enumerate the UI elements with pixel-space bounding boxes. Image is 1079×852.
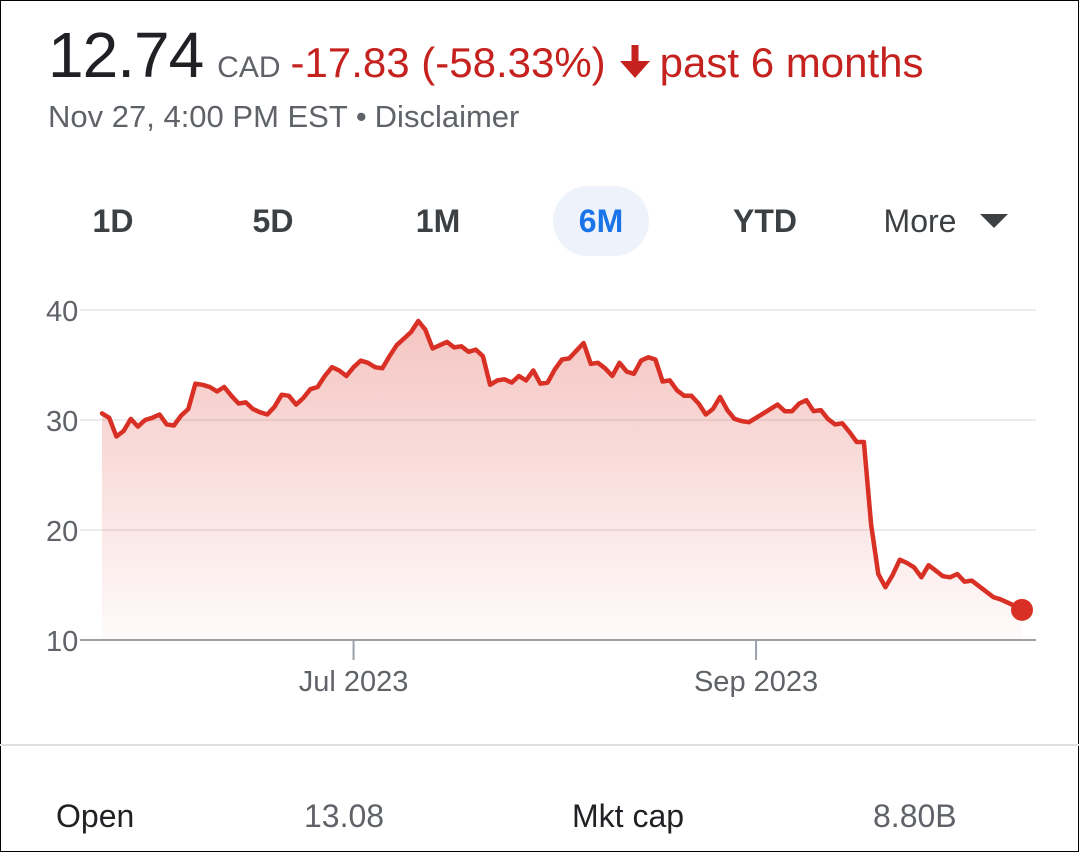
last-price-marker: [1011, 598, 1033, 621]
tab-1m[interactable]: 1M: [390, 186, 486, 256]
x-tick-label: Sep 2023: [694, 666, 818, 698]
section-divider: [0, 744, 1079, 746]
y-axis-labels: 40 30 20 10: [46, 296, 78, 658]
tab-ytd[interactable]: YTD: [712, 186, 818, 256]
currency-code: CAD: [217, 51, 281, 84]
current-price: 12.74: [48, 19, 204, 91]
price-change: -17.83 (-58.33%): [290, 39, 606, 86]
range-tabs: 1D 5D 1M 6M YTD More: [0, 186, 1079, 258]
y-tick-label: 40: [46, 296, 78, 328]
tab-label: 1D: [92, 203, 134, 239]
tab-label: 1M: [415, 203, 461, 239]
disclaimer-link[interactable]: Disclaimer: [374, 99, 520, 134]
tab-1d[interactable]: 1D: [68, 186, 158, 256]
y-tick-label: 20: [46, 516, 78, 548]
separator-dot: •: [355, 99, 367, 134]
tab-5d[interactable]: 5D: [228, 186, 318, 256]
arrow-down-icon: [619, 45, 650, 84]
stat-open-value: 13.08: [304, 798, 385, 834]
quote-subline: Nov 27, 4:00 PM EST • Disclaimer: [48, 99, 519, 135]
y-tick-label: 30: [46, 406, 78, 438]
tab-label: 5D: [252, 203, 294, 239]
tab-label: YTD: [733, 203, 797, 239]
price-area-fill: [102, 321, 1022, 640]
tab-more[interactable]: More: [866, 186, 1026, 256]
quote-timestamp: Nov 27, 4:00 PM EST: [48, 99, 348, 134]
tab-6m[interactable]: 6M: [553, 186, 649, 256]
caret-down-icon: [980, 213, 1009, 228]
stat-mktcap-value: 8.80B: [873, 798, 957, 834]
change-period: past 6 months: [659, 39, 924, 86]
tab-label: More: [883, 203, 957, 239]
stat-mktcap-label: Mkt cap: [572, 798, 685, 834]
price-line: [99, 318, 1025, 613]
quote-header: 12.74 CAD -17.83 (-58.33%) past 6 months: [48, 18, 923, 92]
stat-open-label: Open: [56, 798, 135, 834]
tab-label: 6M: [578, 203, 624, 239]
x-tick-label: Jul 2023: [299, 666, 409, 698]
y-tick-label: 10: [46, 626, 78, 658]
